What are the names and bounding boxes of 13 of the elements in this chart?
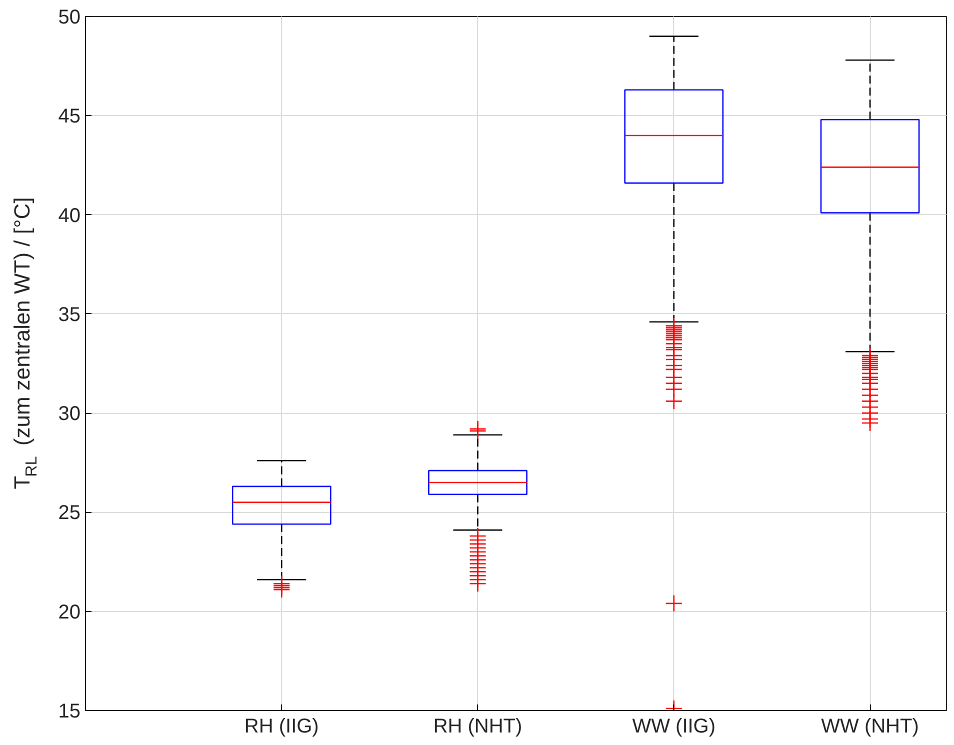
y-tick-label: 30 xyxy=(58,403,81,426)
y-tick-label: 35 xyxy=(58,304,81,326)
x-tick-label: WW (NHT) xyxy=(821,716,919,738)
y-tick-label: 40 xyxy=(58,204,81,227)
x-tick-label: RH (IIG) xyxy=(244,716,319,738)
y-tick-label: 25 xyxy=(58,502,81,524)
x-tick-label: WW (IIG) xyxy=(632,716,716,738)
y-tick-label: 50 xyxy=(58,6,81,28)
y-axis-title: TRL (zum zentralen WT) / [°C] xyxy=(10,197,40,490)
y-tick-label: 20 xyxy=(58,601,81,624)
x-tick-label: RH (NHT) xyxy=(433,716,522,738)
y-tick-label: 45 xyxy=(58,106,81,128)
y-tick-label: 15 xyxy=(58,700,81,722)
